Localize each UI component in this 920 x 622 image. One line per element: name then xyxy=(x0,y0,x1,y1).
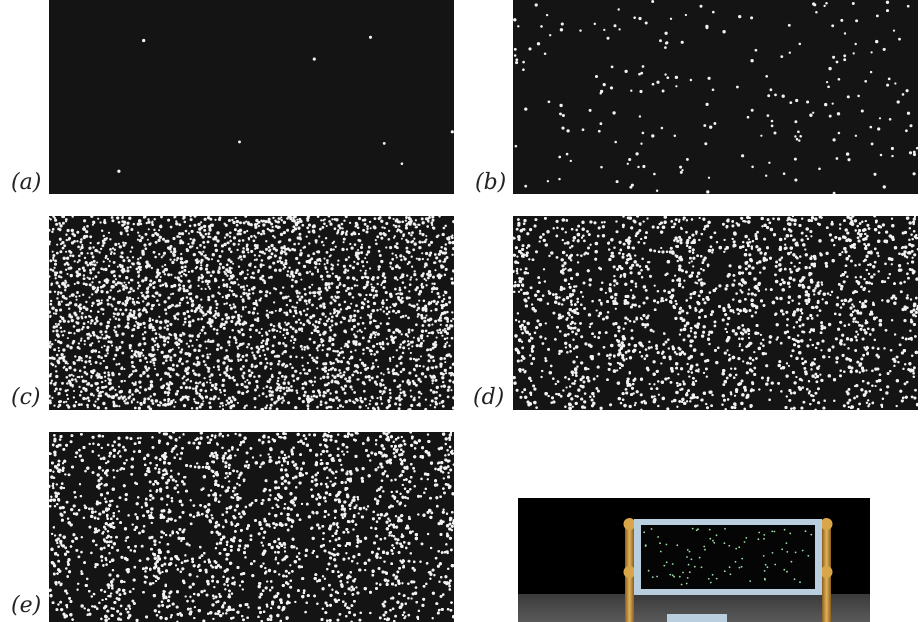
panel-d-label: (d) xyxy=(473,385,505,410)
panel-d-dots xyxy=(513,216,918,410)
panel-a-label: (a) xyxy=(11,170,42,195)
apparatus-render xyxy=(518,498,870,622)
lower-plate xyxy=(667,614,727,622)
panel-c-image xyxy=(49,216,454,410)
panel-c-dots xyxy=(49,216,454,410)
left-post-cap xyxy=(623,518,636,530)
panel-b-dots xyxy=(513,0,918,194)
apparatus-scene xyxy=(518,498,870,622)
panel-a-image xyxy=(49,0,454,194)
panel-d-image xyxy=(513,216,918,410)
screen xyxy=(641,525,815,589)
panel-c-label: (c) xyxy=(11,385,41,410)
panel-e-image xyxy=(49,432,454,622)
left-post-knob xyxy=(623,566,636,578)
panel-e-dots xyxy=(49,432,454,622)
right-post-cap xyxy=(820,518,833,530)
panel-e-label: (e) xyxy=(11,593,42,618)
right-post-knob xyxy=(820,566,833,578)
panel-b-label: (b) xyxy=(475,170,507,195)
panel-a-dots xyxy=(49,0,454,194)
panel-b-image xyxy=(513,0,918,194)
